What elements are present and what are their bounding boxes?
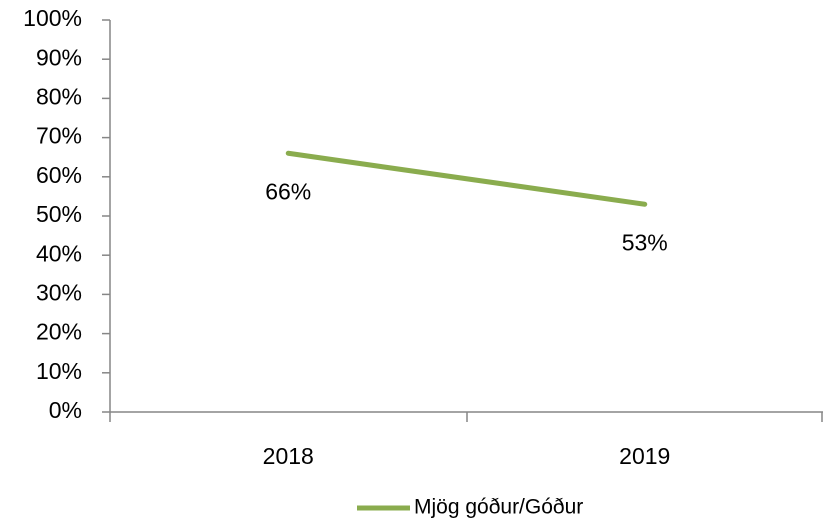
y-tick-label: 40% <box>36 240 82 266</box>
data-label: 53% <box>622 229 668 255</box>
y-tick-label: 80% <box>36 83 82 109</box>
data-line <box>285 150 648 207</box>
data-label: 66% <box>265 178 311 204</box>
y-tick-label: 0% <box>49 397 82 423</box>
y-tick-label: 70% <box>36 123 82 149</box>
y-tick-label: 60% <box>36 162 82 188</box>
legend-label: Mjög góður/Góður <box>414 496 583 519</box>
y-tick-label: 10% <box>36 358 82 384</box>
x-tick-label: 2018 <box>263 443 314 469</box>
y-tick-label: 90% <box>36 44 82 70</box>
y-tick-label: 100% <box>23 5 82 31</box>
y-tick-label: 50% <box>36 201 82 227</box>
y-tick-label: 20% <box>36 319 82 345</box>
x-tick-label: 2019 <box>619 443 670 469</box>
y-tick-label: 30% <box>36 279 82 305</box>
